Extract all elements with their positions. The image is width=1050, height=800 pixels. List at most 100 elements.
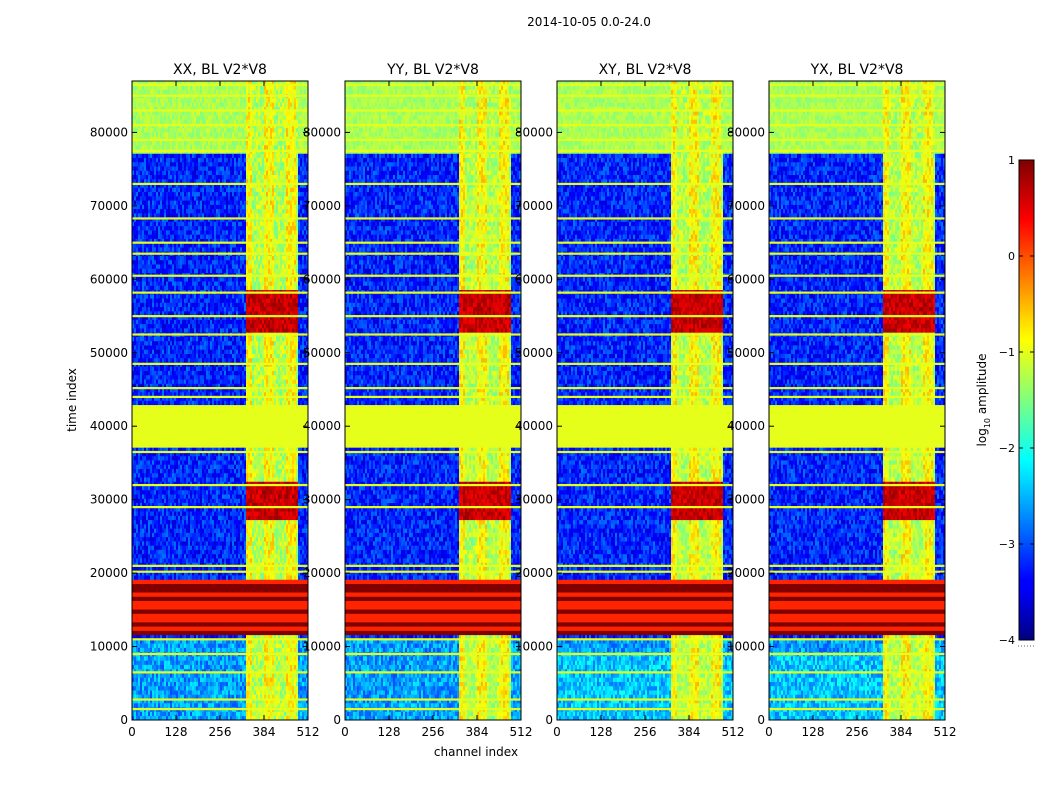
heatmap-cell (268, 515, 271, 521)
heatmap-cell (150, 558, 153, 563)
heatmap-cell (276, 639, 279, 644)
heatmap-cell (260, 502, 263, 508)
heatmap-cell (240, 519, 243, 525)
heatmap-cell (248, 477, 251, 482)
heatmap-cell (140, 549, 143, 555)
heatmap-cell (260, 630, 263, 636)
heatmap-cell (156, 528, 159, 533)
heatmap-cell (210, 477, 213, 482)
heatmap-cell (256, 477, 259, 482)
heatmap-cell (302, 664, 305, 670)
heatmap-cell (170, 711, 173, 717)
heatmap-cell (194, 507, 197, 512)
heatmap-cell (296, 677, 299, 682)
heatmap-cell (232, 639, 235, 644)
heatmap-cell (306, 545, 308, 550)
heatmap-cell (282, 668, 285, 674)
heatmap-cell (192, 511, 195, 516)
heatmap-cell (250, 715, 253, 720)
heatmap-cell (190, 656, 193, 661)
heatmap-cell (192, 711, 195, 717)
heatmap-cell (222, 604, 225, 610)
heatmap-cell (142, 673, 145, 678)
heatmap-cell (164, 600, 167, 606)
heatmap-cell (178, 698, 181, 704)
heatmap-cell (158, 600, 161, 606)
heatmap-cell (288, 511, 291, 516)
heatmap-cell (162, 677, 165, 682)
heatmap-cell (214, 583, 217, 589)
heatmap-cell (234, 609, 237, 614)
heatmap-cell (262, 541, 265, 546)
heatmap-cell (246, 481, 249, 486)
heatmap-cell (212, 553, 215, 559)
heatmap-cell (220, 639, 223, 644)
heatmap-cell (274, 660, 277, 665)
heatmap-cell (288, 613, 291, 619)
heatmap-cell (148, 643, 151, 648)
heatmap-cell (152, 575, 155, 580)
heatmap-cell (244, 596, 247, 602)
heatmap-cell (262, 579, 265, 584)
heatmap-cell (176, 596, 179, 602)
heatmap-cell (142, 690, 145, 695)
heatmap-cell (180, 515, 183, 521)
heatmap-cell (236, 634, 239, 640)
heatmap-cell (246, 673, 249, 678)
heatmap-cell (266, 481, 269, 486)
heatmap-cell (222, 498, 225, 504)
heatmap-cell (200, 545, 203, 550)
heatmap-cell (274, 596, 277, 602)
heatmap-cell (208, 541, 211, 546)
heatmap-cell (162, 630, 165, 636)
heatmap-cell (194, 494, 197, 499)
heatmap-cell (150, 511, 153, 516)
heatmap-cell (300, 562, 303, 567)
heatmap-cell (192, 477, 195, 482)
heatmap-cell (300, 647, 303, 653)
heatmap-cell (246, 600, 249, 606)
heatmap-cell (306, 532, 308, 538)
heatmap-cell (214, 622, 217, 627)
heatmap-cell (278, 609, 281, 614)
heatmap-cell (136, 579, 139, 584)
heatmap-cell (146, 511, 149, 516)
heatmap-cell (270, 685, 273, 691)
heatmap-cell (304, 524, 307, 529)
heatmap-cell (306, 558, 308, 563)
heatmap-cell (260, 600, 263, 606)
heatmap-cell (258, 494, 261, 499)
heatmap-cell (234, 600, 237, 606)
heatmap-cell (304, 600, 307, 606)
heatmap-cell (288, 630, 291, 636)
heatmap-cell (146, 489, 149, 495)
heatmap-cell (270, 698, 273, 704)
heatmap-cell (202, 558, 205, 563)
heatmap-cell (138, 609, 141, 614)
heatmap-cell (208, 575, 211, 580)
heatmap-cell (276, 485, 279, 491)
heatmap-cell (162, 549, 165, 555)
heatmap-cell (264, 545, 267, 550)
heatmap-cell (158, 489, 161, 495)
heatmap-cell (234, 541, 237, 546)
heatmap-cell (302, 511, 305, 516)
heatmap-cell (210, 570, 213, 576)
heatmap-cell (216, 600, 219, 606)
heatmap-cell (152, 498, 155, 504)
heatmap-cell (288, 558, 291, 563)
heatmap-cell (150, 630, 153, 636)
heatmap-cell (250, 677, 253, 682)
heatmap-cell (166, 664, 169, 670)
heatmap-cell (170, 485, 173, 491)
heatmap-cell (164, 587, 167, 593)
heatmap-cell (204, 634, 207, 640)
heatmap-cell (284, 587, 287, 593)
heatmap-cell (222, 596, 225, 602)
heatmap-cell (132, 494, 135, 499)
heatmap-cell (228, 575, 231, 580)
heatmap-cell (142, 698, 145, 704)
heatmap-cell (248, 549, 251, 555)
heatmap-cell (132, 677, 135, 682)
heatmap-cell (196, 622, 199, 627)
